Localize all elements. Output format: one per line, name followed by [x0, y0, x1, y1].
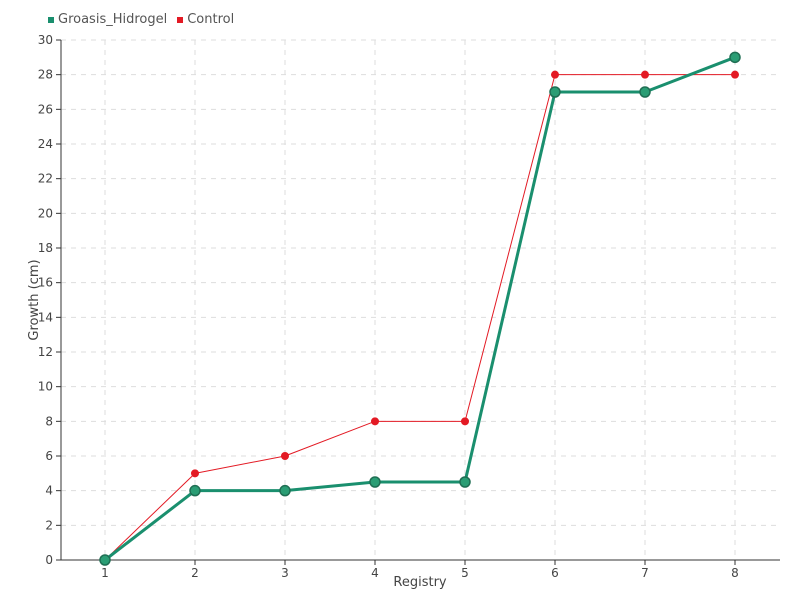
- y-tick-label: 14: [38, 310, 53, 324]
- y-tick-label: 22: [38, 172, 53, 186]
- data-point-control[interactable]: [551, 70, 559, 79]
- y-tick-label: 8: [45, 414, 53, 428]
- x-tick-label: 2: [191, 566, 199, 580]
- legend-label-control: Control: [187, 12, 235, 27]
- legend-item-groasis[interactable]: Groasis_Hidrogel: [48, 12, 167, 27]
- data-point-groasis[interactable]: [189, 484, 201, 497]
- y-tick-label: 20: [38, 206, 53, 220]
- y-tick-label: 26: [38, 102, 53, 116]
- legend-label-groasis: Groasis_Hidrogel: [58, 12, 168, 27]
- y-tick-label: 6: [45, 449, 53, 463]
- y-tick-label: 0: [45, 553, 53, 567]
- data-point-groasis[interactable]: [729, 51, 741, 64]
- data-point-control[interactable]: [641, 70, 649, 79]
- y-tick-label: 12: [38, 345, 53, 359]
- y-tick-label: 28: [38, 68, 53, 82]
- y-axis-label: Growth (cm): [27, 259, 42, 340]
- data-point-groasis[interactable]: [639, 86, 651, 98]
- data-point-control[interactable]: [191, 469, 199, 478]
- legend-swatch-control: [177, 16, 184, 23]
- legend-swatch-groasis: [48, 16, 54, 23]
- y-tick-label: 16: [38, 276, 53, 290]
- data-point-control[interactable]: [371, 417, 379, 426]
- y-tick-label: 30: [38, 33, 53, 47]
- x-tick-label: 1: [101, 566, 109, 580]
- legend-item-control[interactable]: Control: [177, 12, 234, 27]
- x-tick-label: 6: [551, 566, 559, 580]
- data-point-control[interactable]: [731, 70, 739, 79]
- data-point-groasis[interactable]: [279, 484, 291, 497]
- x-tick-label: 5: [461, 566, 469, 580]
- data-point-groasis[interactable]: [369, 476, 381, 488]
- x-tick-label: 4: [371, 566, 379, 580]
- x-tick-label: 3: [281, 566, 289, 580]
- data-point-control[interactable]: [461, 417, 469, 426]
- y-tick-label: 4: [45, 484, 53, 498]
- data-point-groasis[interactable]: [459, 476, 471, 488]
- y-tick-label: 24: [38, 137, 53, 151]
- y-tick-label: 18: [38, 241, 53, 255]
- x-tick-label: 7: [641, 566, 649, 580]
- y-tick-label: 10: [38, 380, 53, 394]
- y-tick-label: 2: [45, 518, 53, 532]
- series-line-groasis: [104, 55, 736, 562]
- legend: Groasis_Hidrogel Control: [48, 12, 234, 27]
- data-point-groasis[interactable]: [549, 86, 561, 98]
- x-tick-label: 8: [731, 566, 739, 580]
- series-line-control: [104, 74, 735, 561]
- data-point-control[interactable]: [281, 452, 289, 460]
- data-point-groasis[interactable]: [99, 554, 111, 566]
- series-layer: [99, 51, 741, 566]
- x-axis-label: Registry: [393, 575, 447, 590]
